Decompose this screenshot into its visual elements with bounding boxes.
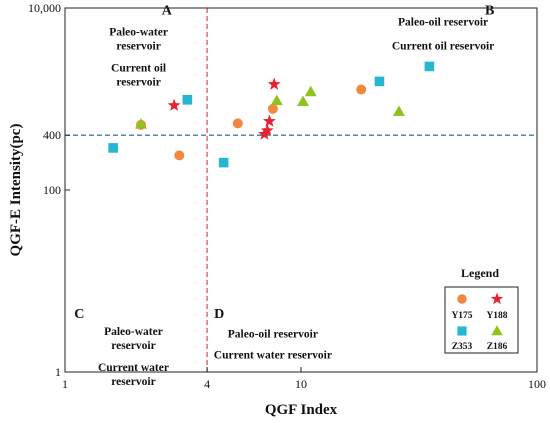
region-a-label: Paleo-water [109, 26, 168, 38]
legend: Legend Y175 Y188 Z353 Z186 [444, 266, 519, 354]
point-y175 [356, 84, 367, 95]
point-z353 [218, 157, 229, 168]
x-tick-label: 4 [204, 377, 210, 391]
region-c-label: Current water [98, 362, 169, 374]
point-y188 [167, 98, 181, 111]
point-y175 [174, 150, 185, 161]
point-y188 [267, 77, 281, 90]
region-a-label: reservoir [116, 40, 160, 52]
point-z353 [182, 94, 193, 105]
point-y188 [262, 114, 276, 127]
legend-label-y175: Y175 [451, 311, 472, 321]
point-y175 [232, 118, 243, 129]
region-d-label: Paleo-oil reservoir [228, 328, 318, 340]
point-z353 [374, 76, 385, 87]
region-b-letter: B [485, 3, 494, 18]
region-annotations: A Paleo-water reservoir Current oil reservoi… [74, 3, 494, 388]
point-z353 [424, 61, 435, 72]
point-z353 [108, 143, 118, 153]
y-tick-label: 10,000 [28, 1, 61, 15]
point-z186 [297, 95, 310, 106]
region-a-label: reservoir [116, 76, 160, 88]
point-z186 [392, 105, 405, 116]
data-points [108, 61, 435, 168]
region-c-letter: C [74, 307, 84, 322]
region-d-letter: D [214, 307, 224, 322]
region-a-label: Current oil [111, 62, 166, 74]
x-tick-label: 100 [528, 377, 546, 391]
x-axis-title: QGF Index [265, 402, 338, 418]
region-b-label: Current oil reservoir [392, 41, 494, 53]
legend-marker-y175 [457, 294, 467, 304]
y-axis-title: QGF-E Intensity(pc) [8, 124, 24, 257]
legend-label-z186: Z186 [487, 342, 508, 352]
legend-marker-z353 [457, 326, 467, 336]
legend-label-y188: Y188 [486, 311, 507, 321]
point-z186 [135, 118, 148, 129]
x-tick-label: 1 [62, 377, 68, 391]
legend-marker-y188 [490, 292, 504, 305]
threshold-lines [65, 8, 537, 372]
y-tick-label: 1 [55, 365, 61, 379]
region-d-label: Current water reservoir [214, 349, 332, 361]
point-z186 [270, 94, 283, 106]
point-y175 [267, 103, 278, 114]
legend-marker-z186 [491, 325, 503, 336]
x-tick-label: 10 [295, 377, 307, 391]
legend-label-z353: Z353 [452, 342, 473, 352]
point-z186 [304, 85, 317, 97]
region-a-letter: A [162, 3, 173, 18]
point-y188 [260, 123, 274, 137]
region-c-label: reservoir [111, 376, 155, 388]
region-c-label: reservoir [111, 340, 155, 352]
legend-box [444, 286, 519, 354]
y-tick-label: 400 [43, 128, 61, 142]
axis-ticks: 1 4 10 100 1 100 400 10,000 [28, 1, 546, 391]
y-tick-label: 100 [43, 183, 61, 197]
region-c-label: Paleo-water [104, 326, 163, 338]
region-b-label: Paleo-oil reservoir [398, 17, 488, 29]
legend-title: Legend [461, 266, 499, 280]
